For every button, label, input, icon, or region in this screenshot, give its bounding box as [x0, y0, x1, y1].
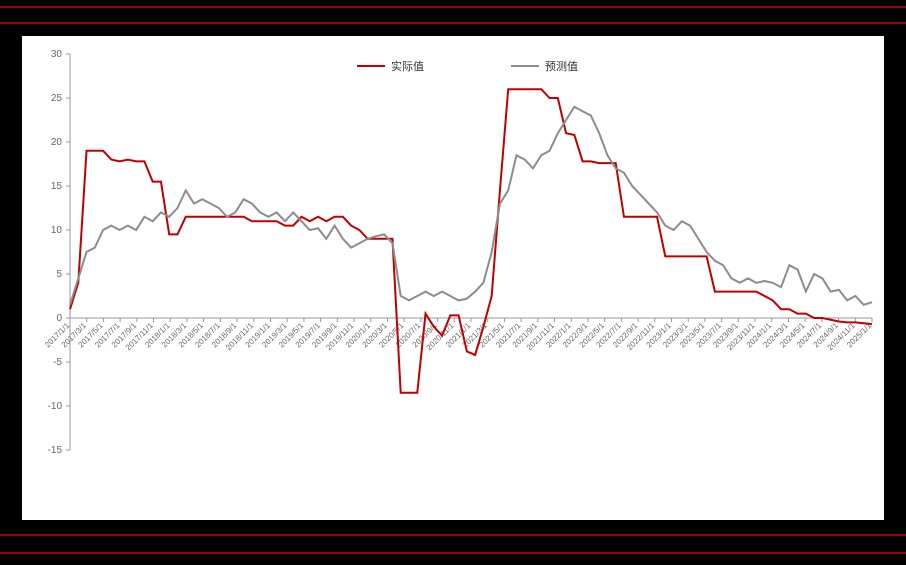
y-tick-label: -10: [48, 401, 63, 412]
series-forecast: [70, 107, 872, 305]
y-tick-label: 10: [51, 225, 63, 236]
bottom-rule-2: [0, 552, 906, 554]
top-rule-2: [0, 22, 906, 24]
y-tick-label: 25: [51, 93, 63, 104]
line-chart: -15-10-50510152025302017/1/12017/3/12017…: [22, 36, 884, 520]
y-tick-label: 15: [51, 181, 63, 192]
page-root: -15-10-50510152025302017/1/12017/3/12017…: [0, 0, 906, 565]
legend-label: 实际值: [391, 59, 424, 73]
legend-label: 预测值: [545, 60, 578, 73]
y-tick-label: 20: [51, 137, 63, 148]
y-tick-label: 5: [56, 269, 62, 280]
bottom-rule-1: [0, 534, 906, 536]
y-tick-label: -5: [53, 357, 62, 368]
top-rule-1: [0, 6, 906, 8]
y-tick-label: -15: [48, 445, 63, 456]
y-tick-label: 0: [56, 313, 62, 324]
y-tick-label: 30: [51, 49, 63, 60]
chart-container: -15-10-50510152025302017/1/12017/3/12017…: [22, 36, 884, 520]
